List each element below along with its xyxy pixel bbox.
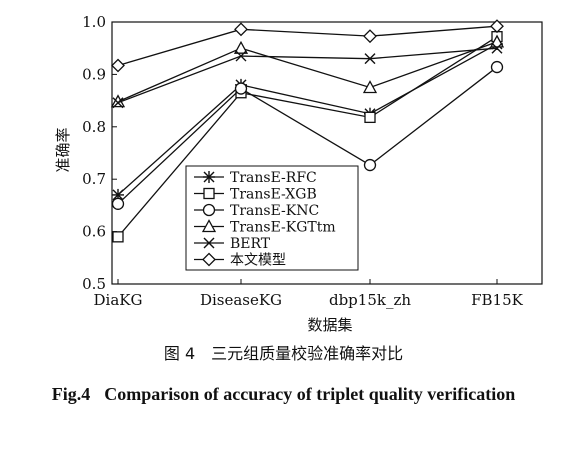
- x-tick-label: DiseaseKG: [200, 291, 282, 309]
- data-point: [363, 29, 377, 44]
- series-line: [117, 36, 498, 238]
- series-line: [117, 66, 498, 205]
- legend-item: TransE-XGB: [194, 187, 317, 203]
- legend-label: TransE-RFC: [230, 170, 317, 186]
- legend-marker: [203, 171, 215, 183]
- series-line: [117, 47, 498, 104]
- x-tick-label: dbp15k_zh: [329, 291, 411, 309]
- x-axis-ticks: DiaKG DiseaseKG dbp15k_zh FB15K: [94, 279, 524, 309]
- y-tick-label: 0.6: [82, 223, 106, 241]
- data-point: [362, 80, 378, 94]
- series-line: [117, 25, 498, 67]
- y-axis-title: 准确率: [54, 127, 72, 172]
- figure-number: Fig.4: [51, 384, 91, 404]
- series-line: [117, 43, 498, 196]
- figure-caption-text: Comparison of accuracy of triplet qualit…: [104, 384, 516, 404]
- y-tick-label: 0.9: [82, 65, 106, 83]
- legend-item: TransE-RFC: [194, 170, 317, 186]
- series-TransE-KGTtm: [110, 34, 505, 108]
- data-point: [235, 50, 247, 62]
- data-point: [233, 40, 249, 54]
- data-point: [234, 22, 248, 37]
- legend-marker: [202, 203, 216, 217]
- plot-frame: [111, 21, 543, 285]
- legend-item: 本文模型: [194, 253, 286, 269]
- series-TransE-KNC: [111, 60, 504, 210]
- series-本文模型: [111, 19, 504, 73]
- x-tick-label: FB15K: [471, 291, 524, 309]
- data-point: [489, 34, 505, 48]
- data-point: [111, 58, 125, 73]
- data-point: [112, 231, 124, 243]
- legend-label: 本文模型: [230, 253, 286, 269]
- data-point: [490, 60, 504, 74]
- data-point: [112, 97, 124, 109]
- legend-item: TransE-KGTtm: [194, 219, 336, 236]
- x-axis-title: 数据集: [307, 316, 352, 334]
- legend-label: TransE-XGB: [230, 187, 317, 203]
- legend-marker: [202, 252, 216, 267]
- data-point: [111, 197, 125, 210]
- y-tick-label: 0.8: [82, 118, 106, 136]
- legend-label: TransE-KNC: [230, 203, 319, 219]
- y-tick-label: 0.5: [82, 275, 106, 293]
- data-point: [490, 19, 504, 34]
- series-layer: [110, 19, 505, 243]
- line-chart: 0.5 0.6 0.7 0.8 0.9 1.0 DiaKG DiseaseKG dbp15k_…: [54, 13, 543, 334]
- chart-axes: [111, 21, 543, 285]
- legend-marker: [203, 187, 215, 200]
- legend: TransE-RFCTransE-XGBTransE-KNCTransE-KGT…: [185, 165, 359, 271]
- legend-box: [185, 165, 359, 271]
- y-tick-label: 1.0: [82, 13, 106, 31]
- data-point: [491, 42, 503, 54]
- series-line: [117, 41, 498, 103]
- data-point: [364, 53, 376, 65]
- data-point: [234, 82, 248, 95]
- legend-item: TransE-KNC: [194, 203, 319, 219]
- data-point: [364, 111, 376, 124]
- series-BERT: [112, 42, 503, 109]
- legend-label: BERT: [230, 236, 271, 252]
- data-point: [363, 158, 377, 172]
- y-tick-label: 0.7: [82, 170, 106, 188]
- figure-caption-chinese: 图 4 三元组质量校验准确率对比: [163, 344, 404, 363]
- legend-marker: [203, 237, 215, 249]
- x-tick-label: DiaKG: [94, 291, 143, 309]
- figure-caption-english: Fig.4 Comparison of accuracy of triplet q…: [40, 376, 527, 412]
- legend-marker: [201, 219, 217, 233]
- legend-item: BERT: [194, 236, 271, 252]
- legend-label: TransE-KGTtm: [230, 220, 336, 236]
- y-axis-ticks: 0.5 0.6 0.7 0.8 0.9 1.0: [82, 13, 117, 293]
